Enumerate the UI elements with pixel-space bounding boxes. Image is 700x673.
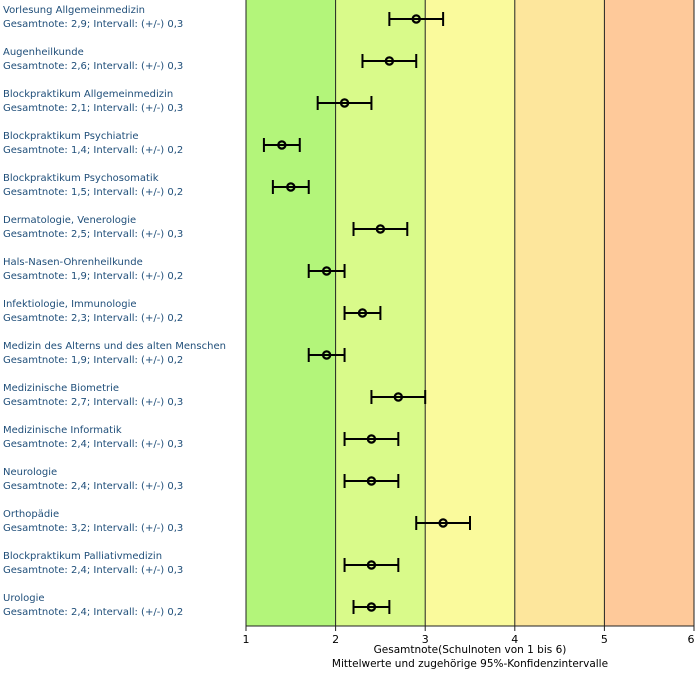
mean-point xyxy=(366,560,377,570)
mean-point xyxy=(286,182,296,192)
item-stat: Gesamtnote: 3,2; Intervall: (+/-) 0,3 xyxy=(3,523,183,534)
x-tick-label: 2 xyxy=(332,633,339,646)
item-name: Medizin des Alterns und des alten Mensch… xyxy=(3,341,226,352)
item-name: Blockpraktikum Psychiatrie xyxy=(3,131,139,142)
item-name: Urologie xyxy=(3,593,45,604)
item-stat: Gesamtnote: 1,5; Intervall: (+/-) 0,2 xyxy=(3,187,183,198)
item-name: Neurologie xyxy=(3,467,57,478)
item-name: Blockpraktikum Palliativmedizin xyxy=(3,551,162,562)
mean-point xyxy=(366,476,377,486)
mean-point xyxy=(411,14,421,24)
x-tick-label: 6 xyxy=(688,633,695,646)
mean-point xyxy=(277,140,287,150)
item-stat: Gesamtnote: 2,4; Intervall: (+/-) 0,3 xyxy=(3,481,183,492)
x-tick-label: 3 xyxy=(422,633,429,646)
mean-point xyxy=(438,518,448,528)
item-name: Medizinische Biometrie xyxy=(3,383,119,394)
item-stat: Gesamtnote: 1,9; Intervall: (+/-) 0,2 xyxy=(3,271,183,282)
item-stat: Gesamtnote: 2,4; Intervall: (+/-) 0,3 xyxy=(3,439,183,450)
grade-band-1 xyxy=(246,0,336,626)
item-stat: Gesamtnote: 2,6; Intervall: (+/-) 0,3 xyxy=(3,61,183,72)
item-name: Orthopädie xyxy=(3,509,59,520)
grade-band-5 xyxy=(604,0,694,626)
item-stat: Gesamtnote: 2,9; Intervall: (+/-) 0,3 xyxy=(3,19,183,30)
item-stat: Gesamtnote: 2,3; Intervall: (+/-) 0,2 xyxy=(3,313,183,324)
mean-point xyxy=(357,308,368,318)
item-stat: Gesamtnote: 2,4; Intervall: (+/-) 0,3 xyxy=(3,565,183,576)
item-name: Hals-Nasen-Ohrenheilkunde xyxy=(3,257,143,268)
item-name: Infektiologie, Immunologie xyxy=(3,299,137,310)
x-tick-label: 4 xyxy=(511,633,518,646)
item-stat: Gesamtnote: 1,9; Intervall: (+/-) 0,2 xyxy=(3,355,183,366)
mean-point xyxy=(339,98,350,108)
mean-point xyxy=(321,350,332,360)
x-tick-label: 5 xyxy=(601,633,608,646)
item-name: Blockpraktikum Allgemeinmedizin xyxy=(3,89,173,100)
mean-point xyxy=(393,392,404,402)
mean-point xyxy=(375,224,386,234)
grade-band-3 xyxy=(425,0,515,626)
item-stat: Gesamtnote: 1,4; Intervall: (+/-) 0,2 xyxy=(3,145,183,156)
mean-point xyxy=(366,434,377,444)
grade-band-4 xyxy=(514,0,605,626)
mean-point xyxy=(384,56,395,66)
item-name: Dermatologie, Venerologie xyxy=(3,215,136,226)
item-name: Blockpraktikum Psychosomatik xyxy=(3,173,159,184)
x-axis-subtitle: Mittelwerte und zugehörige 95%-Konfidenz… xyxy=(332,658,608,670)
mean-point xyxy=(321,266,332,276)
item-stat: Gesamtnote: 2,4; Intervall: (+/-) 0,2 xyxy=(3,607,183,618)
item-stat: Gesamtnote: 2,1; Intervall: (+/-) 0,3 xyxy=(3,103,183,114)
x-tick-label: 1 xyxy=(243,633,250,646)
item-name: Augenheilkunde xyxy=(3,47,84,58)
item-name: Medizinische Informatik xyxy=(3,425,122,436)
x-axis-title: Gesamtnote(Schulnoten von 1 bis 6) xyxy=(374,644,567,656)
item-stat: Gesamtnote: 2,7; Intervall: (+/-) 0,3 xyxy=(3,397,183,408)
item-name: Vorlesung Allgemeinmedizin xyxy=(3,5,145,16)
item-stat: Gesamtnote: 2,5; Intervall: (+/-) 0,3 xyxy=(3,229,183,240)
mean-point xyxy=(366,602,377,612)
